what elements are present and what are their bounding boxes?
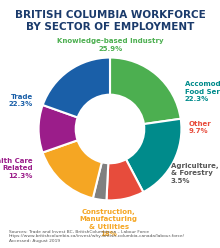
Text: Trade
22.3%: Trade 22.3% (9, 94, 33, 107)
Text: Knowledge-based Industry
25.9%: Knowledge-based Industry 25.9% (57, 38, 164, 52)
Wedge shape (38, 105, 78, 153)
Text: BRITISH COLUMBIA WORKFORCE
BY SECTOR OF EMPLOYMENT: BRITISH COLUMBIA WORKFORCE BY SECTOR OF … (15, 10, 205, 32)
Wedge shape (106, 159, 143, 200)
Wedge shape (43, 140, 102, 198)
Wedge shape (110, 58, 181, 124)
Wedge shape (43, 58, 110, 118)
Text: Sources: Trade and Invest BC, BritishColumbia.ca – Labour Force
https://www.brit: Sources: Trade and Invest BC, BritishCol… (9, 230, 185, 243)
Wedge shape (126, 119, 182, 192)
Wedge shape (93, 162, 108, 200)
Text: Agriculture, Fishing
& Forestry
3.5%: Agriculture, Fishing & Forestry 3.5% (171, 163, 220, 184)
Text: Construction,
Manufacturing
& Utilities
18%: Construction, Manufacturing & Utilities … (80, 209, 138, 237)
Text: Health Care
Related
12.3%: Health Care Related 12.3% (0, 158, 33, 179)
Text: Other
9.7%: Other 9.7% (189, 121, 211, 134)
Text: Accomodation &
Food Services
22.3%: Accomodation & Food Services 22.3% (185, 81, 220, 102)
